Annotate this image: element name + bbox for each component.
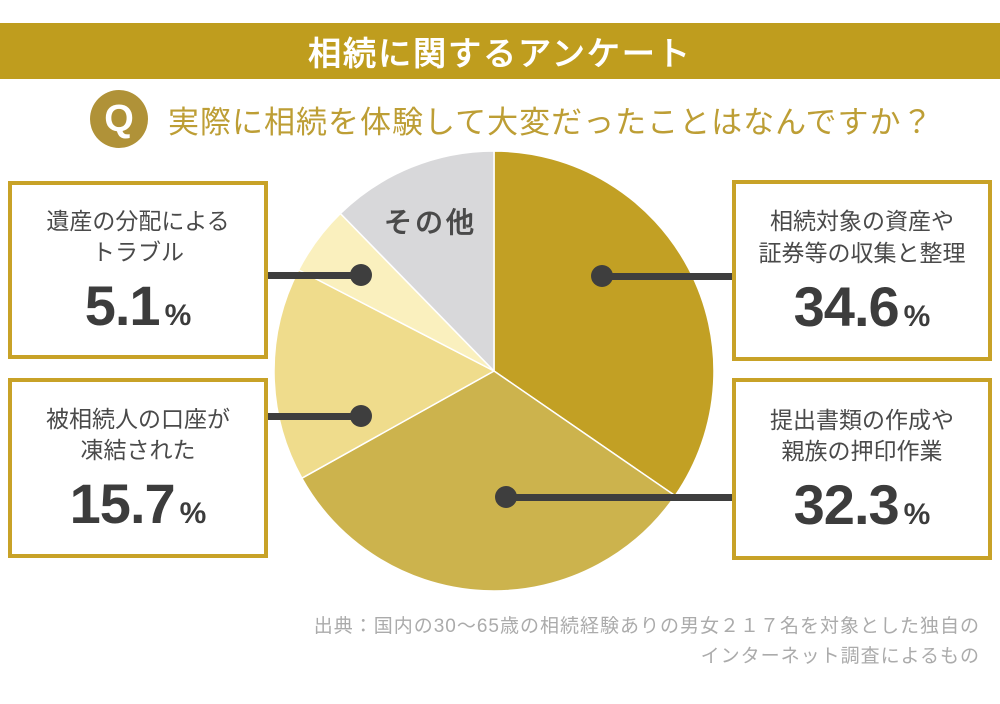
callout-percentage: 34.6 [793, 274, 900, 338]
connector-line-frozen-account [268, 413, 362, 420]
pie-slice [301, 370, 676, 592]
connector-dot-document-preparation [495, 486, 517, 508]
question-badge-letter: Q [104, 98, 134, 140]
title-banner: 相続に関するアンケート [0, 23, 1000, 79]
source-note-line1: 出典：国内の30〜65歳の相続経験ありの男女２１７名を対象とした独自の [313, 616, 980, 637]
connector-dot-frozen-account [350, 405, 372, 427]
page-title: 相続に関するアンケート [308, 35, 692, 72]
callout-label-line1: 提出書類の作成や [770, 406, 954, 433]
callout-value-row: 32.3 % [794, 477, 931, 533]
pie-slice-label-other: その他 [384, 207, 478, 238]
callout-document-preparation: 提出書類の作成や 親族の押印作業 32.3 % [732, 378, 992, 560]
callout-value-row: 5.1 % [85, 278, 192, 334]
callout-percentage: 32.3 [793, 473, 900, 537]
question-badge-icon: Q [90, 90, 148, 148]
source-note: 出典：国内の30〜65歳の相続経験ありの男女２１７名を対象とした独自の インター… [0, 612, 980, 672]
callout-percentage: 5.1 [84, 274, 161, 338]
pie-slice [273, 269, 495, 479]
callout-label-line2: 親族の押印作業 [781, 438, 943, 464]
percent-sign: % [179, 497, 207, 531]
pie-slice [339, 150, 495, 372]
pie-chart: その他 [272, 149, 716, 593]
callout-label-line1: 遺産の分配による [46, 207, 230, 234]
callout-label: 相続対象の資産や 証券等の収集と整理 [759, 206, 966, 268]
callout-label: 提出書類の作成や 親族の押印作業 [770, 405, 954, 467]
connector-dot-estate-division [350, 264, 372, 286]
connector-dot-asset-collection [591, 265, 613, 287]
callout-label: 遺産の分配による トラブル [46, 206, 229, 268]
callout-value-row: 15.7 % [70, 476, 207, 532]
connector-line-asset-collection [602, 273, 733, 280]
callout-value-row: 34.6 % [793, 274, 931, 338]
connector-line-estate-division [268, 272, 362, 279]
percent-sign: % [903, 299, 931, 333]
callout-label: 被相続人の口座が 凍結された [46, 404, 230, 466]
source-note-line2: インターネット調査によるもの [700, 646, 980, 667]
percent-sign: % [903, 498, 931, 532]
callout-frozen-account: 被相続人の口座が 凍結された 15.7 % [8, 378, 268, 558]
pie-svg [273, 150, 715, 592]
connector-line-document-preparation [506, 494, 733, 501]
callout-label-line2: 凍結された [80, 437, 196, 463]
callout-asset-collection: 相続対象の資産や 証券等の収集と整理 34.6 % [732, 180, 992, 361]
callout-label-line1: 被相続人の口座が [46, 405, 230, 432]
callout-label-line1: 相続対象の資産や [770, 208, 954, 235]
callout-estate-division-trouble: 遺産の分配による トラブル 5.1 % [8, 181, 268, 359]
callout-percentage: 15.7 [69, 472, 176, 536]
pie-slice [493, 150, 715, 497]
callout-label-line2: 証券等の収集と整理 [758, 239, 966, 266]
question-text: 実際に相続を体験して大変だったことはなんですか？ [168, 104, 934, 140]
percent-sign: % [164, 299, 192, 333]
callout-label-line2: トラブル [92, 239, 184, 265]
